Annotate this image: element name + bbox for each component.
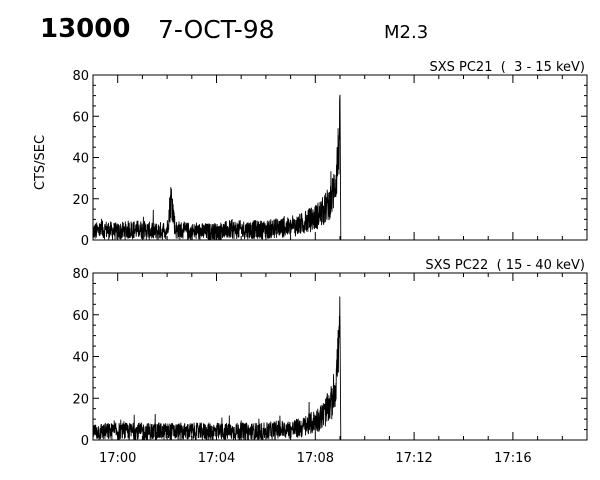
x-tick-label: 17:08 [297,451,334,466]
y-tick-label: 60 [72,309,89,324]
panel-title: SXS PC22 ( 15 - 40 keV) [425,258,585,273]
y-tick-label: 40 [72,152,89,167]
flare-class: M2.3 [384,22,429,43]
y-tick-label: 80 [72,267,89,282]
series-line-1 [92,296,342,441]
y-tick-label: 20 [72,392,89,407]
y-tick-label: 20 [72,193,89,208]
y-tick-label: 0 [81,434,89,449]
x-tick-label: 17:04 [198,451,235,466]
y-tick-label: 40 [72,351,89,366]
event-date: 7-OCT-98 [158,15,275,44]
chart-panel-2: 0 20 40 60 80 17:00 17:04 17:08 17:12 17:16 SXS PC… [72,258,588,466]
x-tick-label: 17:12 [395,451,432,466]
y-axis-label: CTS/SEC [33,135,48,190]
y-tick-label: 80 [72,69,89,84]
chart-panel-1: 0 20 40 60 80 SXS PC21 ( 3 - 15 keV) CTS/SEC [33,60,588,249]
x-tick-label: 17:00 [99,451,136,466]
panel-title: SXS PC21 ( 3 - 15 keV) [429,60,585,75]
y-tick-label: 0 [81,234,89,249]
event-id: 13000 [40,14,131,44]
series-line-1 [92,94,342,241]
y-tick-label: 60 [72,110,89,125]
x-tick-label: 17:16 [494,451,531,466]
